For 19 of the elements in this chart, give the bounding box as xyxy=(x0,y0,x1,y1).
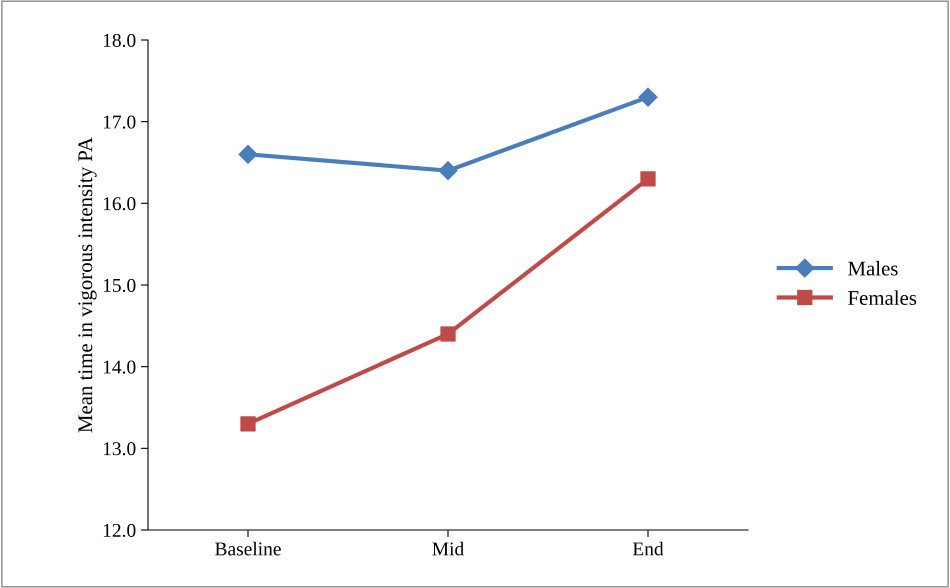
point xyxy=(638,88,658,107)
point xyxy=(238,144,258,164)
y-tick-label: 15.0 xyxy=(104,278,136,292)
y-tick-label: 14.0 xyxy=(104,360,136,374)
point xyxy=(440,326,456,342)
x-tick-label: Mid xyxy=(432,542,464,556)
legend-label: Males xyxy=(848,260,898,276)
x-tick-label: End xyxy=(632,542,664,556)
y-tick-label: 12.0 xyxy=(104,524,136,538)
y-axis-title: Mean time in vigorous intensity PA xyxy=(78,137,97,432)
point xyxy=(240,416,256,432)
legend-label: Females xyxy=(848,290,916,305)
y-tick-label: 18.0 xyxy=(104,34,136,48)
point xyxy=(640,171,656,186)
y-tick-label: 17.0 xyxy=(104,115,136,129)
y-tick-label: 13.0 xyxy=(104,442,136,456)
x-tick-label: Baseline xyxy=(215,542,281,556)
y-tick-label: 16.0 xyxy=(104,197,136,210)
point xyxy=(438,161,458,180)
